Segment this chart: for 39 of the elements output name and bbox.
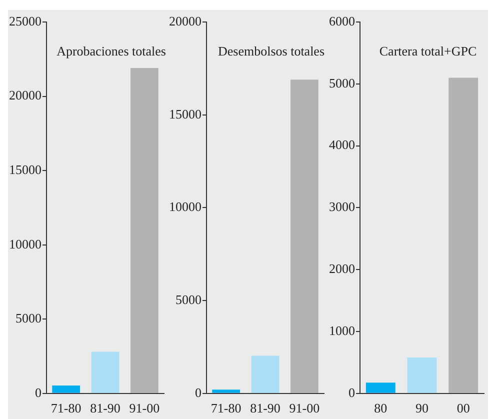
y-tick-label: 25000 [9, 13, 42, 28]
bar [130, 68, 158, 393]
y-tick-label: 4000 [329, 137, 355, 152]
bar [407, 358, 437, 393]
bar [52, 386, 80, 393]
bar [251, 356, 280, 393]
bar [91, 352, 120, 393]
bar [212, 390, 240, 393]
y-tick-label: 0 [35, 384, 42, 400]
x-tick-label: 00 [456, 400, 470, 416]
y-tick-label: 1000 [329, 322, 355, 338]
y-tick-label: 2000 [329, 261, 355, 276]
bar [290, 80, 318, 393]
y-tick-label: 20000 [169, 13, 202, 28]
x-tick-label: 81-90 [250, 400, 280, 416]
y-tick-label: 3000 [329, 199, 355, 214]
y-tick-label: 6000 [329, 13, 355, 28]
x-tick-label: 80 [374, 400, 388, 416]
x-tick-label: 81-90 [90, 400, 120, 416]
y-tick-label: 15000 [9, 162, 42, 177]
text: Aprobaciones totales [56, 43, 166, 58]
y-tick-label: 0 [348, 384, 355, 400]
y-tick-label: 0 [195, 384, 202, 400]
y-tick-label: 5000 [329, 75, 355, 90]
x-tick-label: 71-80 [50, 400, 82, 416]
bar [448, 78, 478, 393]
x-tick-label: 91-00 [129, 400, 160, 416]
y-tick-label: 10000 [169, 199, 202, 214]
x-tick-label: 71-80 [210, 400, 242, 416]
x-tick-label: 91-00 [289, 400, 320, 416]
x-tick-label: 90 [416, 400, 428, 416]
y-tick-label: 5000 [16, 310, 42, 326]
text: Desembolsos totales [218, 43, 325, 58]
bar [366, 382, 396, 393]
y-tick-label: 10000 [9, 236, 42, 252]
text: Cartera total+GPC [379, 43, 477, 58]
y-tick-label: 5000 [176, 292, 202, 307]
y-tick-label: 15000 [169, 106, 202, 122]
y-tick-label: 20000 [9, 88, 42, 103]
